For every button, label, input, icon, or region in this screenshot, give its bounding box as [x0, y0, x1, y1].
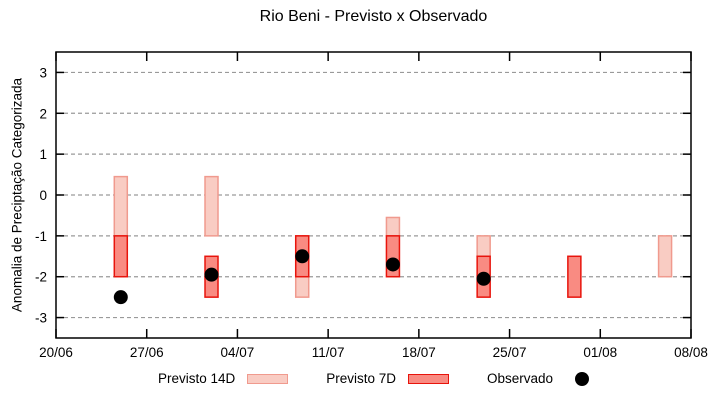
- legend-item-previsto-7d: Previsto 7D: [326, 371, 450, 386]
- legend-item-observado: Observado: [487, 371, 590, 386]
- x-tick-label: 04/07: [221, 345, 255, 360]
- legend-label-previsto-7d: Previsto 7D: [326, 371, 397, 386]
- y-axis-label: Anomalia de Preciptação Categorizada: [9, 77, 25, 313]
- x-tick-label: 08/08: [674, 345, 708, 360]
- observado-dot: [385, 257, 400, 272]
- observado-dot: [295, 249, 310, 264]
- legend-label-observado: Observado: [487, 371, 554, 386]
- x-tick-label: 01/08: [583, 345, 617, 360]
- bar-previsto-14d: [476, 235, 491, 258]
- legend-label-previsto-14d: Previsto 14D: [157, 371, 236, 386]
- observado-dot: [113, 290, 128, 305]
- x-tick-label: 20/06: [39, 345, 73, 360]
- observado-dot: [204, 267, 219, 282]
- bar-previsto-14d: [113, 175, 129, 237]
- x-tick-label: 25/07: [493, 345, 527, 360]
- previsto-7d-swatch-icon: [408, 373, 450, 384]
- y-tick-label: -3: [35, 311, 47, 326]
- y-tick-label: -1: [35, 229, 47, 244]
- bar-previsto-14d: [385, 216, 401, 237]
- observado-dot-icon: [575, 371, 590, 386]
- legend: Previsto 14D Previsto 7D Observado: [56, 371, 691, 386]
- plot-border: [55, 51, 692, 339]
- y-tick-label: 3: [39, 65, 47, 80]
- y-tick-label: 2: [39, 106, 47, 121]
- bar-previsto-14d: [657, 235, 673, 278]
- x-tick-label: 11/07: [312, 345, 345, 360]
- bar-previsto-14d: [204, 175, 219, 237]
- bar-previsto-7d: [567, 255, 582, 298]
- legend-item-previsto-14d: Previsto 14D: [157, 371, 289, 386]
- y-tick-label: 1: [39, 147, 47, 162]
- y-tick-label: -2: [35, 270, 47, 285]
- observado-dot: [476, 271, 491, 286]
- y-tick-label: 0: [39, 188, 47, 203]
- bar-previsto-7d: [113, 235, 129, 278]
- chart-title: Rio Beni - Previsto x Observado: [259, 8, 488, 25]
- x-tick-label: 18/07: [402, 345, 436, 360]
- x-tick-label: 27/06: [130, 345, 164, 360]
- previsto-14d-swatch-icon: [247, 373, 289, 384]
